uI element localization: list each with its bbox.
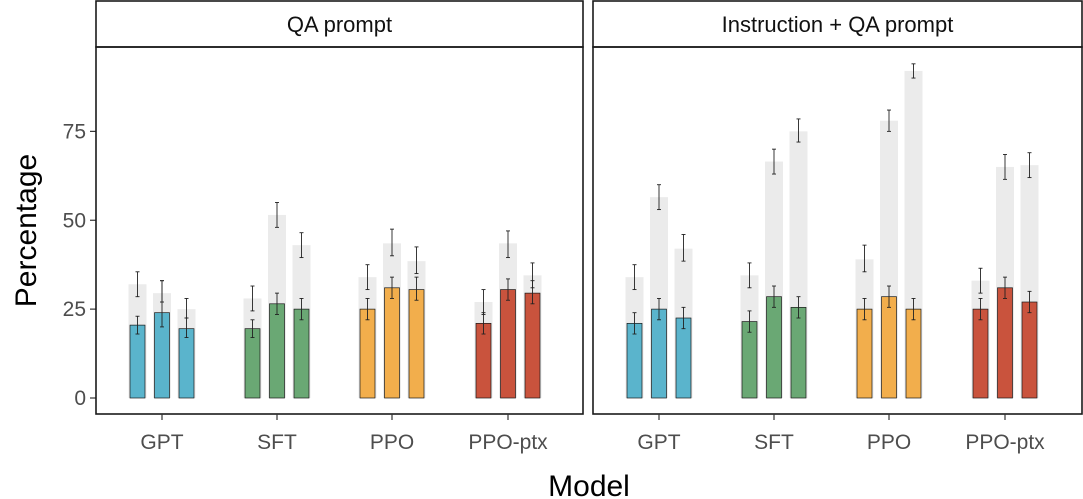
bar-error-bar <box>275 292 279 315</box>
bar-error-bar <box>481 312 486 335</box>
bar-error-bar <box>250 319 255 339</box>
bar <box>997 287 1013 399</box>
bar-error-bar <box>414 276 419 301</box>
background-error-bar <box>1027 152 1032 179</box>
bar <box>651 308 667 399</box>
bar <box>790 306 807 399</box>
background-error-bar <box>978 267 983 294</box>
bar <box>741 321 758 399</box>
bar <box>129 324 146 399</box>
bar <box>475 322 492 399</box>
bar-error-bar <box>747 310 752 333</box>
bar <box>766 296 782 399</box>
bar-group-ppo <box>855 63 923 399</box>
bar <box>881 296 897 399</box>
bar <box>1021 301 1038 399</box>
x-tick-label: PPO-ptx <box>468 431 548 454</box>
background-error-bar <box>632 264 637 291</box>
bar-error-bar <box>978 298 983 321</box>
bar-error-bar <box>530 280 535 305</box>
bar-group-gpt <box>625 184 693 399</box>
x-tick-label: PPO <box>867 431 911 454</box>
x-tick-label: PPO-ptx <box>965 431 1045 454</box>
y-tick-label: 75 <box>63 120 86 143</box>
bar-group-sft <box>243 202 311 399</box>
x-tick-label: SFT <box>754 431 794 454</box>
bar-error-bar <box>796 296 801 319</box>
bar-error-bar <box>657 298 661 321</box>
background-error-bar <box>414 246 419 275</box>
background-error-bar <box>862 244 867 273</box>
bar <box>359 308 376 399</box>
bar <box>675 317 692 399</box>
bar <box>293 308 310 399</box>
bar <box>408 289 425 399</box>
bar-error-bar <box>1027 290 1032 314</box>
facet-strip <box>95 0 584 48</box>
x-tick-label: GPT <box>140 431 183 454</box>
background-error-bar <box>250 285 255 312</box>
panel-border <box>95 46 584 415</box>
bar <box>269 303 285 399</box>
background-error-bar <box>299 232 304 259</box>
bar-error-bar <box>299 298 304 321</box>
bar <box>244 328 261 399</box>
background-error-bar <box>796 118 801 143</box>
x-tick-label: PPO <box>370 431 414 454</box>
bar-error-bar <box>862 298 867 321</box>
bar-error-bar <box>632 312 637 335</box>
y-tick-label: 0 <box>74 387 86 410</box>
y-axis-title: Percentage <box>10 154 43 307</box>
bar <box>626 322 643 399</box>
bar-group-sft <box>740 118 808 399</box>
y-axis: 0 25 50 75 <box>63 120 96 410</box>
background-error-bar <box>275 202 279 228</box>
bar-error-bar <box>506 278 510 301</box>
bar-error-bar <box>681 306 686 330</box>
facet-title: Instruction + QA prompt <box>722 12 954 37</box>
background-error-bar <box>390 228 394 257</box>
bar-error-bar <box>772 285 776 308</box>
facet-title: QA prompt <box>287 12 392 37</box>
bar-error-bar <box>160 280 164 328</box>
background-error-bar <box>506 230 510 259</box>
bar-error-bar <box>184 317 189 339</box>
bar <box>972 308 989 399</box>
bar-error-bar <box>911 298 916 321</box>
bar-group-ppo <box>358 228 426 399</box>
x-tick-label: GPT <box>637 431 680 454</box>
bar-group-gpt <box>128 271 196 399</box>
bar <box>178 328 195 399</box>
facet-strip <box>592 0 1083 48</box>
background-error-bar <box>747 262 752 289</box>
facet-qa-prompt: QA prompt GPT SFT PPO PPO-ptx <box>95 0 584 454</box>
bar <box>384 287 400 399</box>
facet-instruction-qa-prompt: Instruction + QA prompt GPT SFT PPO PPO-ptx <box>592 0 1083 454</box>
background-error-bar <box>135 271 140 298</box>
panel-border <box>592 46 1083 415</box>
bar-group-ppo-ptx <box>474 230 542 399</box>
bar <box>856 308 873 399</box>
bar-group-ppo-ptx <box>971 152 1039 399</box>
background-error-bar <box>1003 154 1007 180</box>
x-tick-label: SFT <box>257 431 297 454</box>
background-error-bar <box>681 234 686 262</box>
bar-error-bar <box>887 285 891 308</box>
bar <box>500 289 516 399</box>
bar-error-bar <box>1003 276 1007 299</box>
y-tick-label: 25 <box>63 298 86 321</box>
background-error-bar <box>365 264 370 291</box>
bar-error-bar <box>365 298 370 321</box>
bar-error-bar <box>390 276 394 299</box>
x-axis-title: Model <box>548 470 630 499</box>
y-tick-label: 50 <box>63 209 86 232</box>
background-error-bar <box>657 184 661 211</box>
bar <box>905 308 922 399</box>
background-error-bar <box>911 63 916 79</box>
background-error-bar <box>887 109 891 132</box>
background-error-bar <box>772 148 776 175</box>
bar <box>524 292 541 399</box>
bar-error-bar <box>135 315 140 335</box>
